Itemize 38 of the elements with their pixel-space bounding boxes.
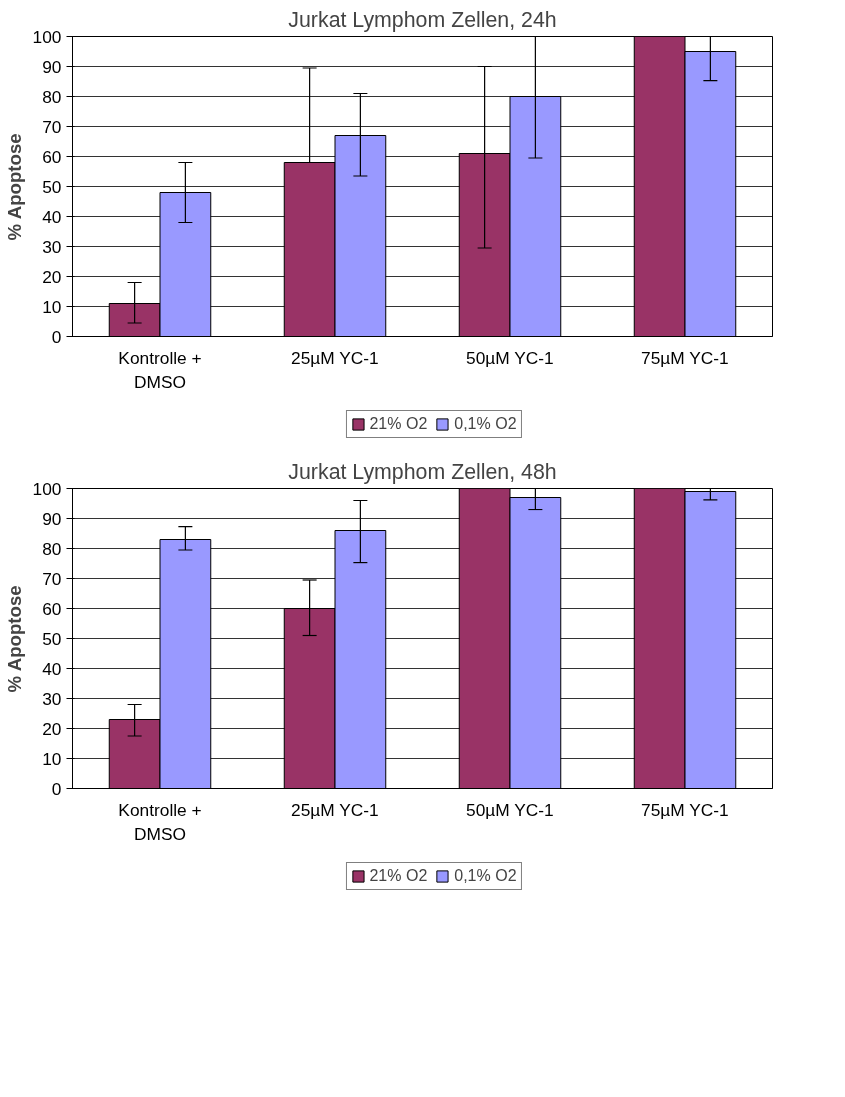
y-tick-label: 100 <box>32 478 62 499</box>
legend-label: 21% O2 <box>369 415 428 433</box>
x-tick-label: 75µM YC-1 <box>641 347 729 368</box>
y-tick-label: 90 <box>42 508 62 529</box>
y-tick-label: 80 <box>42 538 62 559</box>
y-tick-label: 10 <box>42 296 62 317</box>
legend-label: 0,1% O2 <box>454 867 517 885</box>
y-axis-title: % Apoptose <box>3 133 25 241</box>
legend-label: 0,1% O2 <box>454 415 517 433</box>
y-tick-label: 20 <box>42 718 62 739</box>
x-tick-label: 50µM YC-1 <box>466 347 554 368</box>
y-tick-label: 10 <box>42 748 62 769</box>
x-tick-label: 50µM YC-1 <box>466 799 554 820</box>
y-tick-label: 70 <box>42 116 62 137</box>
y-tick-label: 40 <box>42 206 62 227</box>
x-tick-label: Kontrolle + DMSO <box>118 347 202 392</box>
chart-title: Jurkat Lymphom Zellen, 24h <box>288 7 557 32</box>
y-tick-label: 100 <box>32 26 62 47</box>
y-tick-label: 50 <box>42 176 62 197</box>
y-tick-label: 70 <box>42 568 62 589</box>
y-tick-label: 0 <box>51 326 62 347</box>
x-tick-label: 25µM YC-1 <box>291 799 379 820</box>
y-tick-label: 80 <box>42 86 62 107</box>
y-tick-label: 20 <box>42 266 62 287</box>
x-tick-label: 75µM YC-1 <box>641 799 729 820</box>
x-tick-label: 25µM YC-1 <box>291 347 379 368</box>
y-tick-label: 50 <box>42 628 62 649</box>
y-tick-label: 60 <box>42 146 62 167</box>
y-tick-label: 30 <box>42 688 62 709</box>
chart-title: Jurkat Lymphom Zellen, 48h <box>288 459 557 484</box>
y-tick-label: 60 <box>42 598 62 619</box>
y-tick-label: 40 <box>42 658 62 679</box>
y-tick-label: 0 <box>51 778 62 799</box>
y-tick-label: 30 <box>42 236 62 257</box>
y-axis-title: % Apoptose <box>3 585 25 693</box>
y-tick-label: 90 <box>42 56 62 77</box>
legend-label: 21% O2 <box>369 867 428 885</box>
x-tick-label: Kontrolle + DMSO <box>118 799 202 844</box>
